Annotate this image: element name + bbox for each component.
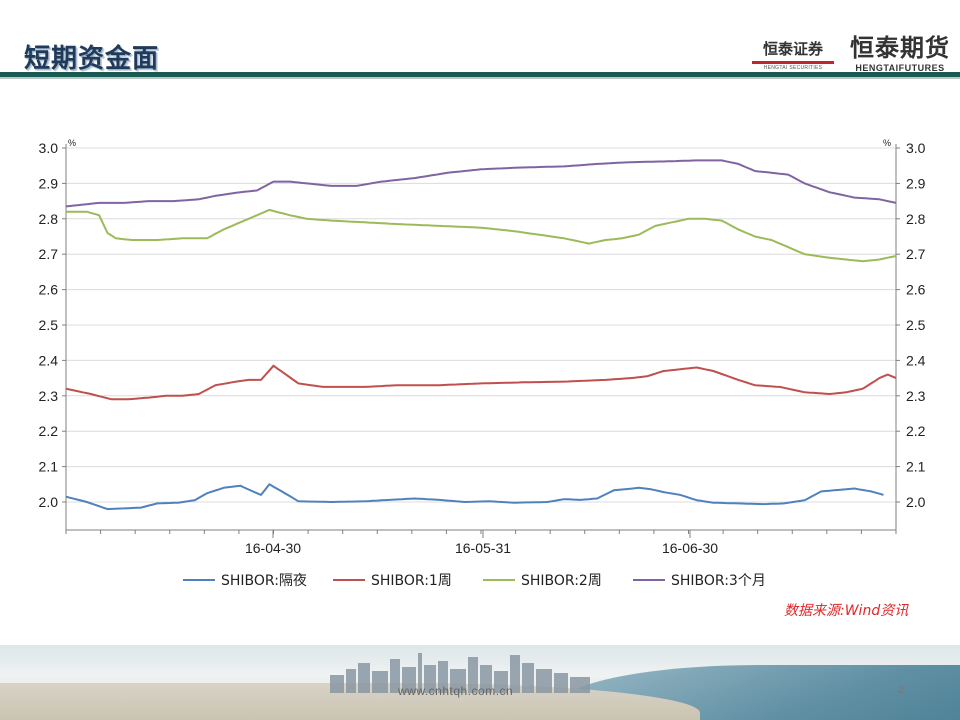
y-tick-label-left: 3.0 [39,140,59,156]
company-url: www.cnhtqh.com.cn [398,684,514,698]
y-tick-label-left: 2.2 [39,423,59,439]
y-tick-label-left: 2.4 [39,352,59,368]
shibor-line-chart: 2.0 2.0 2.1 2.1 2.2 2.2 2.3 2.3 2.4 2.4 2.5 2.5 2.6 2… [39,138,926,589]
y-tick-label-left: 2.8 [39,211,59,227]
legend-label: SHIBOR:2周 [521,573,602,589]
y-tick-label-right: 2.5 [906,317,926,333]
footer-banner [0,645,960,720]
y-unit-right: % [883,138,891,148]
y-tick-label-left: 2.3 [39,388,59,404]
header-rule-accent [0,77,960,79]
hengtai-futures-logo: 恒泰期货 HENGTAIFUTURES [846,28,954,73]
y-tick-label-right: 2.0 [906,494,926,510]
y-tick-label-right: 2.2 [906,423,926,439]
y-unit-left: % [68,138,76,148]
x-tick-label: 16-06-30 [662,540,718,556]
y-tick-label-left: 2.0 [39,494,59,510]
series-line [65,364,897,401]
y-tick-label-right: 2.7 [906,246,926,262]
futures-logo-subtext: HENGTAIFUTURES [855,63,945,73]
y-tick-label-right: 2.9 [906,175,926,191]
city-skyline-image [330,653,590,693]
series-line [66,208,897,263]
futures-logo-text: 恒泰期货 [850,34,950,62]
y-tick-label-right: 2.6 [906,282,926,298]
y-tick-label-left: 2.7 [39,246,59,262]
series-line [65,483,884,511]
y-tick-label-left: 2.1 [39,459,59,475]
legend-label: SHIBOR:1周 [371,573,452,589]
y-tick-label-right: 2.8 [906,211,926,227]
x-tick-label: 16-04-30 [245,540,301,556]
legend-label: SHIBOR:隔夜 [221,573,307,589]
series-line [65,159,897,208]
y-tick-label-left: 2.6 [39,282,59,298]
y-tick-label-right: 3.0 [906,140,926,156]
securities-logo-subtext: HENGTAI SECURITIES [763,65,823,71]
page-number: 2 [898,684,905,696]
y-tick-label-right: 2.3 [906,388,926,404]
legend-label: SHIBOR:3个月 [671,573,766,589]
data-source-note: 数据来源:Wind资讯 [784,603,909,619]
y-tick-label-right: 2.4 [906,352,926,368]
y-tick-label-left: 2.5 [39,317,59,333]
y-tick-label-right: 2.1 [906,459,926,475]
securities-logo-text: 恒泰证券 [762,40,823,58]
slide-title: 短期资金面 [24,44,160,74]
securities-logo-bar [752,61,834,64]
header-rule [0,72,960,77]
hengtai-securities-logo: 恒泰证券 HENGTAI SECURITIES [752,38,834,71]
x-tick-label: 16-05-31 [455,540,511,556]
y-tick-label-left: 2.9 [39,175,59,191]
